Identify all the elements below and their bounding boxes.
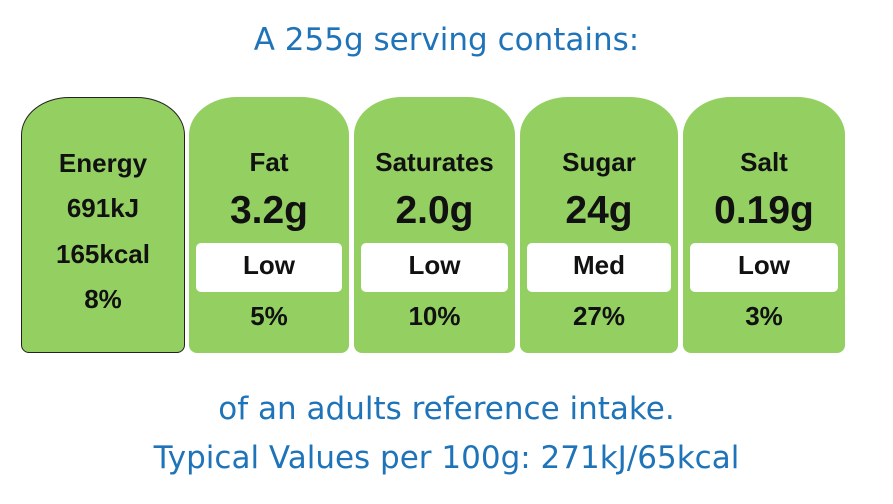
energy-kcal: 165kcal	[56, 239, 150, 269]
energy-kj: 691kJ	[66, 193, 140, 223]
nutrient-percent: 3%	[745, 301, 783, 331]
nutrient-percent: 10%	[408, 301, 461, 331]
energy-percent: 8%	[84, 284, 122, 314]
saturates-panel: Saturates 2.0g Low 10%	[354, 97, 515, 353]
typical-values-note: Typical Values per 100g: 271kJ/65kcal	[153, 440, 740, 476]
nutrient-value: 24g	[565, 189, 633, 232]
nutrient-level-badge: Low	[196, 243, 342, 292]
nutrient-name: Salt	[740, 147, 788, 177]
nutrient-value: 2.0g	[395, 189, 474, 232]
nutrient-name: Saturates	[375, 147, 494, 177]
reference-intake-note: of an adults reference intake.	[218, 391, 675, 427]
nutrient-percent: 5%	[250, 301, 288, 331]
nutrient-level-badge: Med	[527, 243, 671, 292]
energy-label: Energy	[58, 148, 148, 178]
nutrient-percent: 27%	[572, 301, 626, 331]
fat-panel: Fat 3.2g Low 5%	[189, 97, 349, 353]
nutrient-level-badge: Low	[690, 243, 838, 292]
salt-panel: Salt 0.19g Low 3%	[683, 97, 845, 353]
nutrient-name: Sugar	[562, 147, 636, 177]
nutrient-value: 0.19g	[714, 189, 814, 232]
nutrient-value: 3.2g	[229, 189, 309, 232]
sugar-panel: Sugar 24g Med 27%	[520, 97, 678, 353]
serving-heading: A 255g serving contains:	[253, 22, 640, 58]
nutrient-name: Fat	[249, 147, 289, 177]
energy-panel: Energy 691kJ 165kcal 8%	[21, 97, 185, 353]
nutrient-level-badge: Low	[361, 243, 508, 292]
